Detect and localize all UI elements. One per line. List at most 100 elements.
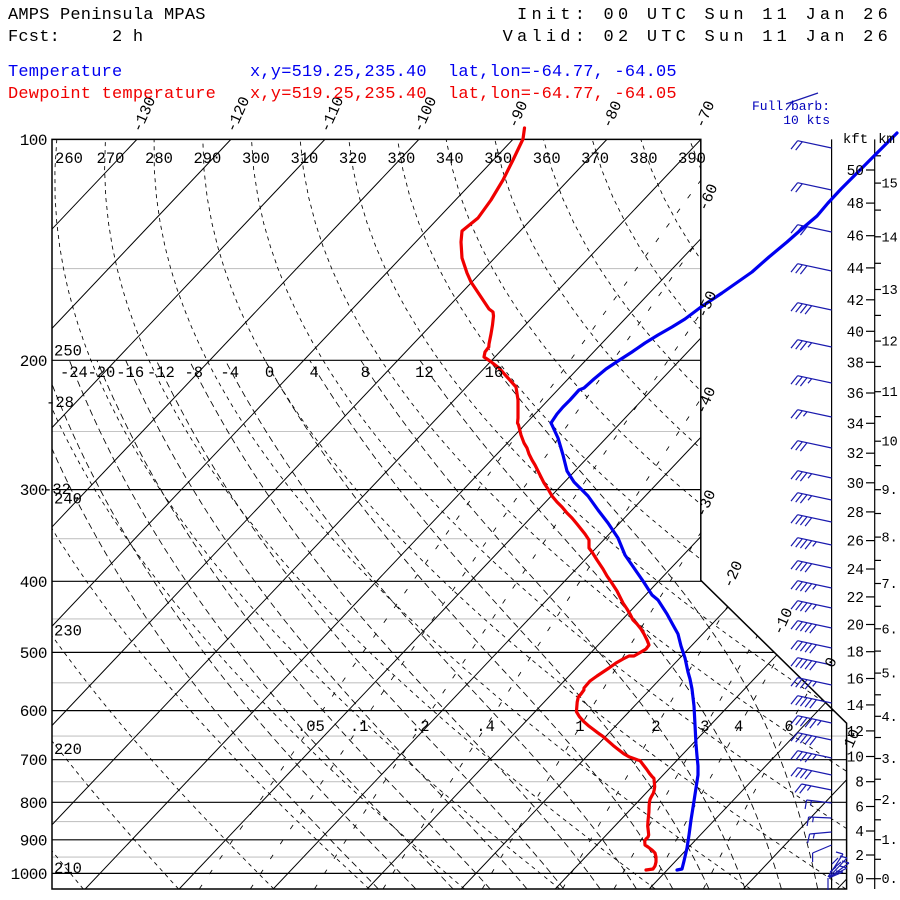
svg-text:220: 220 (54, 741, 82, 759)
svg-text:-20: -20 (87, 364, 115, 382)
svg-text:360: 360 (533, 150, 561, 168)
svg-text:6: 6 (784, 718, 793, 736)
svg-text:270: 270 (97, 150, 125, 168)
svg-text:1.: 1. (882, 834, 898, 849)
svg-text:1: 1 (575, 718, 584, 736)
svg-text:-28: -28 (46, 394, 74, 412)
svg-text:280: 280 (145, 150, 173, 168)
svg-text:Valid: 02 UTC Sun 11 Jan 26: Valid: 02 UTC Sun 11 Jan 26 (503, 28, 892, 47)
svg-text:13.: 13. (882, 284, 900, 299)
svg-text:200: 200 (20, 353, 47, 371)
svg-text:6: 6 (855, 801, 864, 817)
svg-text:300: 300 (242, 150, 270, 168)
svg-text:Dewpoint temperature: Dewpoint temperature (8, 85, 216, 104)
svg-text:500: 500 (20, 645, 47, 663)
svg-text:46: 46 (847, 230, 864, 246)
svg-text:10: 10 (847, 751, 864, 767)
svg-text:2: 2 (855, 849, 864, 865)
svg-text:34: 34 (847, 417, 864, 433)
svg-text:8: 8 (855, 776, 864, 792)
svg-text:-32: -32 (43, 481, 71, 499)
svg-text:14: 14 (847, 699, 864, 715)
svg-text:-24: -24 (60, 364, 88, 382)
svg-text:340: 340 (436, 150, 464, 168)
svg-text:44: 44 (847, 262, 864, 278)
svg-text:310: 310 (290, 150, 318, 168)
svg-text:320: 320 (339, 150, 367, 168)
svg-text:24: 24 (847, 563, 864, 579)
svg-text:250: 250 (54, 343, 82, 361)
svg-text:5.: 5. (882, 668, 898, 683)
svg-text:.4: .4 (476, 718, 495, 736)
svg-text:Full barb:: Full barb: (752, 99, 830, 114)
svg-text:3: 3 (700, 718, 709, 736)
svg-text:-4: -4 (220, 364, 239, 382)
svg-text:.1: .1 (350, 718, 369, 736)
svg-text:30: 30 (847, 477, 864, 493)
svg-text:4: 4 (855, 825, 864, 841)
svg-text:Fcst: 2 h: Fcst: 2 h (8, 28, 143, 47)
svg-text:0: 0 (265, 364, 274, 382)
svg-text:300: 300 (20, 482, 47, 500)
svg-text:16: 16 (485, 364, 504, 382)
svg-text:370: 370 (581, 150, 609, 168)
svg-text:7.: 7. (882, 578, 898, 593)
svg-text:48: 48 (847, 197, 864, 213)
svg-text:2.: 2. (882, 794, 898, 809)
svg-text:0: 0 (855, 873, 864, 889)
svg-text:-8: -8 (184, 364, 203, 382)
svg-text:390: 390 (678, 150, 706, 168)
svg-text:700: 700 (20, 752, 47, 770)
svg-text:x,y=519.25,235.40: x,y=519.25,235.40 (250, 85, 427, 104)
svg-text:28: 28 (847, 506, 864, 522)
svg-text:0.: 0. (882, 873, 898, 888)
svg-text:230: 230 (54, 623, 82, 641)
svg-text:4.: 4. (882, 711, 898, 726)
svg-text:380: 380 (630, 150, 658, 168)
svg-text:22: 22 (847, 591, 864, 607)
svg-text:14.: 14. (882, 231, 900, 246)
svg-text:32: 32 (847, 447, 864, 463)
svg-text:.05: .05 (297, 718, 325, 736)
svg-text:x,y=519.25,235.40: x,y=519.25,235.40 (250, 63, 427, 82)
svg-text:6.: 6. (882, 623, 898, 638)
svg-text:4: 4 (734, 718, 743, 736)
svg-text:290: 290 (193, 150, 221, 168)
svg-text:900: 900 (20, 832, 47, 850)
svg-text:km: km (878, 132, 895, 148)
svg-text:2: 2 (651, 718, 660, 736)
svg-text:-16: -16 (116, 364, 144, 382)
svg-text:350: 350 (484, 150, 512, 168)
svg-text:26: 26 (847, 535, 864, 551)
svg-text:lat,lon=-64.77, -64.05: lat,lon=-64.77, -64.05 (448, 85, 677, 104)
svg-text:40: 40 (847, 325, 864, 341)
svg-text:210: 210 (54, 860, 82, 878)
svg-text:38: 38 (847, 356, 864, 372)
svg-text:330: 330 (387, 150, 415, 168)
svg-text:lat,lon=-64.77, -64.05: lat,lon=-64.77, -64.05 (448, 63, 677, 82)
svg-text:42: 42 (847, 294, 864, 310)
svg-text:9.: 9. (882, 484, 898, 499)
svg-text:Temperature: Temperature (8, 63, 122, 82)
svg-text:-12: -12 (147, 364, 175, 382)
svg-text:Init: 00 UTC Sun 11 Jan 26: Init: 00 UTC Sun 11 Jan 26 (517, 6, 892, 25)
svg-text:.2: .2 (411, 718, 430, 736)
svg-text:16: 16 (847, 673, 864, 689)
svg-text:12: 12 (847, 725, 864, 741)
svg-text:800: 800 (20, 795, 47, 813)
svg-text:18: 18 (847, 646, 864, 662)
svg-text:8.: 8. (882, 532, 898, 547)
svg-text:260: 260 (55, 150, 83, 168)
svg-text:1000: 1000 (11, 866, 47, 884)
svg-text:240: 240 (54, 491, 82, 509)
svg-text:400: 400 (20, 574, 47, 592)
svg-text:36: 36 (847, 387, 864, 403)
svg-text:100: 100 (20, 132, 47, 150)
svg-text:10.: 10. (882, 436, 900, 451)
svg-text:AMPS Peninsula MPAS: AMPS Peninsula MPAS (8, 6, 206, 25)
svg-text:20: 20 (847, 619, 864, 635)
svg-text:12.: 12. (882, 336, 900, 351)
svg-text:15.: 15. (882, 178, 900, 193)
svg-text:3.: 3. (882, 753, 898, 768)
svg-text:8: 8 (361, 364, 370, 382)
